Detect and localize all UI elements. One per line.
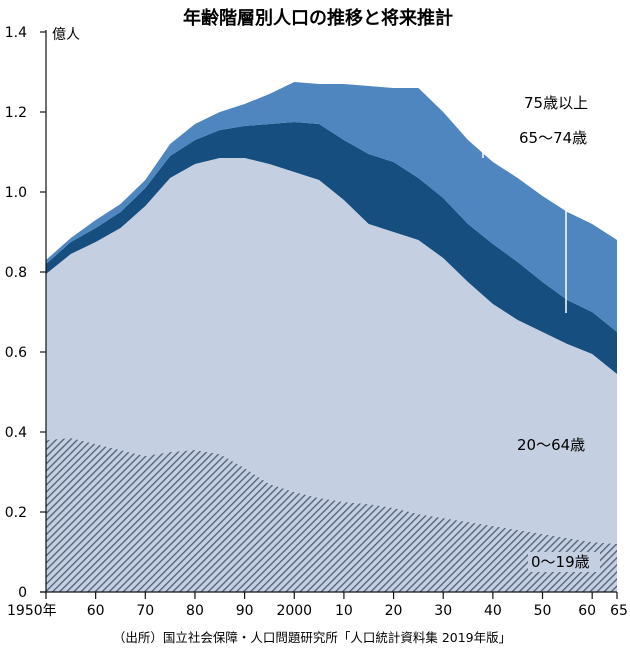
series-areas: [46, 82, 617, 592]
label-0-19-bg: [528, 552, 600, 572]
x-tick-label: 80: [186, 603, 204, 619]
label-75plus: 75歳以上: [524, 94, 588, 112]
chart-title: 年齢階層別人口の推移と将来推計: [183, 7, 453, 29]
y-tick-label: 0.2: [5, 505, 27, 521]
y-tick-label: 0.6: [5, 345, 27, 361]
x-tick-label: 2000: [276, 603, 312, 619]
label-65-74: 65〜74歳: [519, 129, 587, 147]
x-tick-label: 60: [578, 603, 596, 619]
y-ticks: 0 0.2 0.4 0.6 0.8 1.0 1.2 1.4: [5, 25, 46, 601]
x-tick-label: 60: [87, 603, 105, 619]
x-tick-label: 65: [610, 603, 628, 619]
source-note: （出所）国立社会保障・人口問題研究所「人口統計資料集 2019年版」: [113, 630, 511, 645]
label-0-19: 0〜19歳: [531, 553, 590, 571]
y-tick-label: 1.4: [5, 25, 27, 41]
x-tick-label: 1950年: [7, 603, 57, 619]
y-axis-unit: 億人: [52, 27, 80, 43]
area-series-0: [46, 438, 617, 592]
y-tick-label: 0: [18, 585, 27, 601]
x-ticks: 1950年 60 70 80 90 2000 10 20 30 40 50 60 65: [7, 592, 628, 619]
x-tick-label: 90: [236, 603, 254, 619]
x-tick-label: 50: [534, 603, 552, 619]
y-tick-label: 0.8: [5, 265, 27, 281]
y-tick-label: 1.0: [5, 185, 27, 201]
x-tick-label: 20: [385, 603, 403, 619]
y-tick-label: 1.2: [5, 105, 27, 121]
y-tick-label: 0.4: [5, 425, 27, 441]
x-tick-label: 10: [335, 603, 353, 619]
label-20-64: 20〜64歳: [517, 436, 585, 454]
x-tick-label: 40: [484, 603, 502, 619]
area-series-3: [46, 82, 617, 332]
x-tick-label: 70: [136, 603, 154, 619]
x-tick-label: 30: [434, 603, 452, 619]
area-series-2: [46, 122, 617, 374]
area-series-1: [46, 158, 617, 544]
